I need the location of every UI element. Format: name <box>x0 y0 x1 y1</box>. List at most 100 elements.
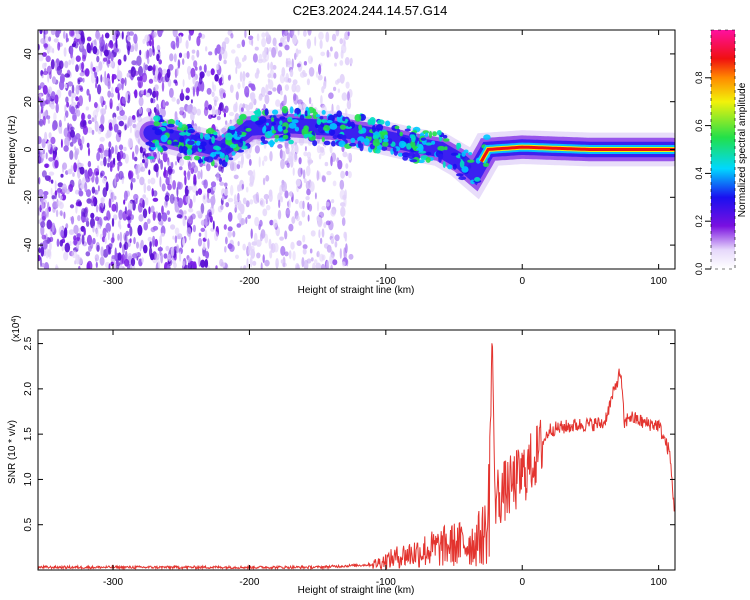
ridge-blob <box>257 108 261 116</box>
noise-speckle <box>103 216 108 221</box>
noise-speckle <box>307 157 312 166</box>
noise-speckle <box>193 60 198 68</box>
noise-speckle <box>116 83 123 91</box>
noise-speckle <box>98 202 104 213</box>
noise-speckle <box>148 206 151 215</box>
noise-speckle <box>110 237 115 244</box>
noise-speckle <box>227 197 234 203</box>
colorbar-tick-label: 0.0 <box>694 263 704 276</box>
noise-speckle <box>214 99 217 107</box>
noise-speckle <box>278 199 281 209</box>
noise-speckle <box>144 162 148 169</box>
noise-speckle <box>298 220 303 226</box>
noise-speckle <box>218 53 222 61</box>
noise-speckle <box>53 38 59 43</box>
noise-speckle <box>58 119 62 128</box>
noise-speckle <box>334 234 340 242</box>
noise-speckle <box>85 251 91 257</box>
noise-speckle <box>214 231 219 242</box>
noise-speckle <box>172 180 177 190</box>
ridge-blob <box>397 152 404 157</box>
ridge-blob <box>432 131 437 137</box>
noise-speckle <box>268 238 272 249</box>
noise-speckle <box>102 227 107 238</box>
ridge-blob <box>167 123 175 128</box>
noise-speckle <box>45 55 51 63</box>
noise-speckle <box>95 31 101 40</box>
ridge-blob <box>271 130 277 134</box>
noise-speckle <box>42 70 49 76</box>
noise-speckle <box>109 41 114 49</box>
noise-speckle <box>41 74 44 79</box>
noise-speckle <box>63 251 69 261</box>
noise-speckle <box>325 31 330 43</box>
noise-speckle <box>343 196 347 208</box>
noise-speckle <box>229 84 234 93</box>
noise-speckle <box>285 209 291 215</box>
noise-speckle <box>173 251 177 256</box>
noise-speckle <box>191 49 196 54</box>
noise-speckle <box>167 165 173 175</box>
noise-speckle <box>188 71 191 81</box>
noise-speckle <box>87 147 91 157</box>
noise-speckle <box>78 163 84 168</box>
noise-speckle <box>50 91 56 100</box>
noise-speckle <box>240 159 244 169</box>
noise-speckle <box>264 259 270 267</box>
noise-speckle <box>262 208 268 217</box>
noise-speckle <box>127 137 133 149</box>
noise-speckle <box>316 170 320 181</box>
noise-speckle <box>48 36 52 42</box>
noise-speckle <box>81 112 85 122</box>
noise-speckle <box>210 181 217 188</box>
noise-speckle <box>169 53 174 62</box>
noise-speckle <box>170 224 176 230</box>
noise-speckle <box>150 253 155 261</box>
noise-speckle <box>88 93 92 103</box>
noise-speckle <box>105 132 110 139</box>
noise-speckle <box>347 171 352 179</box>
noise-speckle <box>177 200 182 207</box>
noise-speckle <box>85 106 90 111</box>
noise-speckle <box>143 62 146 74</box>
noise-speckle <box>325 220 331 226</box>
noise-speckle <box>187 109 193 114</box>
noise-speckle <box>264 233 269 244</box>
noise-speckle <box>215 265 218 269</box>
noise-speckle <box>95 228 99 238</box>
noise-speckle <box>297 30 300 36</box>
noise-speckle <box>170 246 175 257</box>
noise-speckle <box>139 176 145 186</box>
ridge-blob <box>321 110 326 115</box>
noise-speckle <box>47 119 51 124</box>
noise-speckle <box>69 204 75 209</box>
noise-speckle <box>286 162 290 168</box>
noise-speckle <box>113 157 116 165</box>
ridge-blob <box>271 122 276 126</box>
noise-speckle <box>193 263 197 269</box>
noise-speckle <box>118 157 122 164</box>
noise-speckle <box>63 145 69 152</box>
x-tick-label: -300 <box>103 276 123 287</box>
noise-speckle <box>204 258 209 268</box>
noise-speckle <box>97 185 100 192</box>
noise-speckle <box>145 92 151 98</box>
ridge-blob <box>456 173 464 177</box>
ridge-blob <box>304 110 308 117</box>
ridge-blob <box>291 119 299 124</box>
noise-speckle <box>165 245 170 252</box>
noise-speckle <box>107 81 111 90</box>
noise-speckle <box>281 181 288 193</box>
noise-speckle <box>133 193 139 201</box>
noise-speckle <box>185 40 189 49</box>
ridge-blob <box>264 108 269 116</box>
noise-speckle <box>235 254 239 259</box>
noise-speckle <box>223 59 227 65</box>
ridge-blob <box>283 128 289 135</box>
noise-speckle <box>91 117 95 122</box>
noise-speckle <box>339 73 345 84</box>
noise-speckle <box>139 49 142 56</box>
noise-speckle <box>206 87 212 95</box>
ridge-blob <box>457 142 462 149</box>
